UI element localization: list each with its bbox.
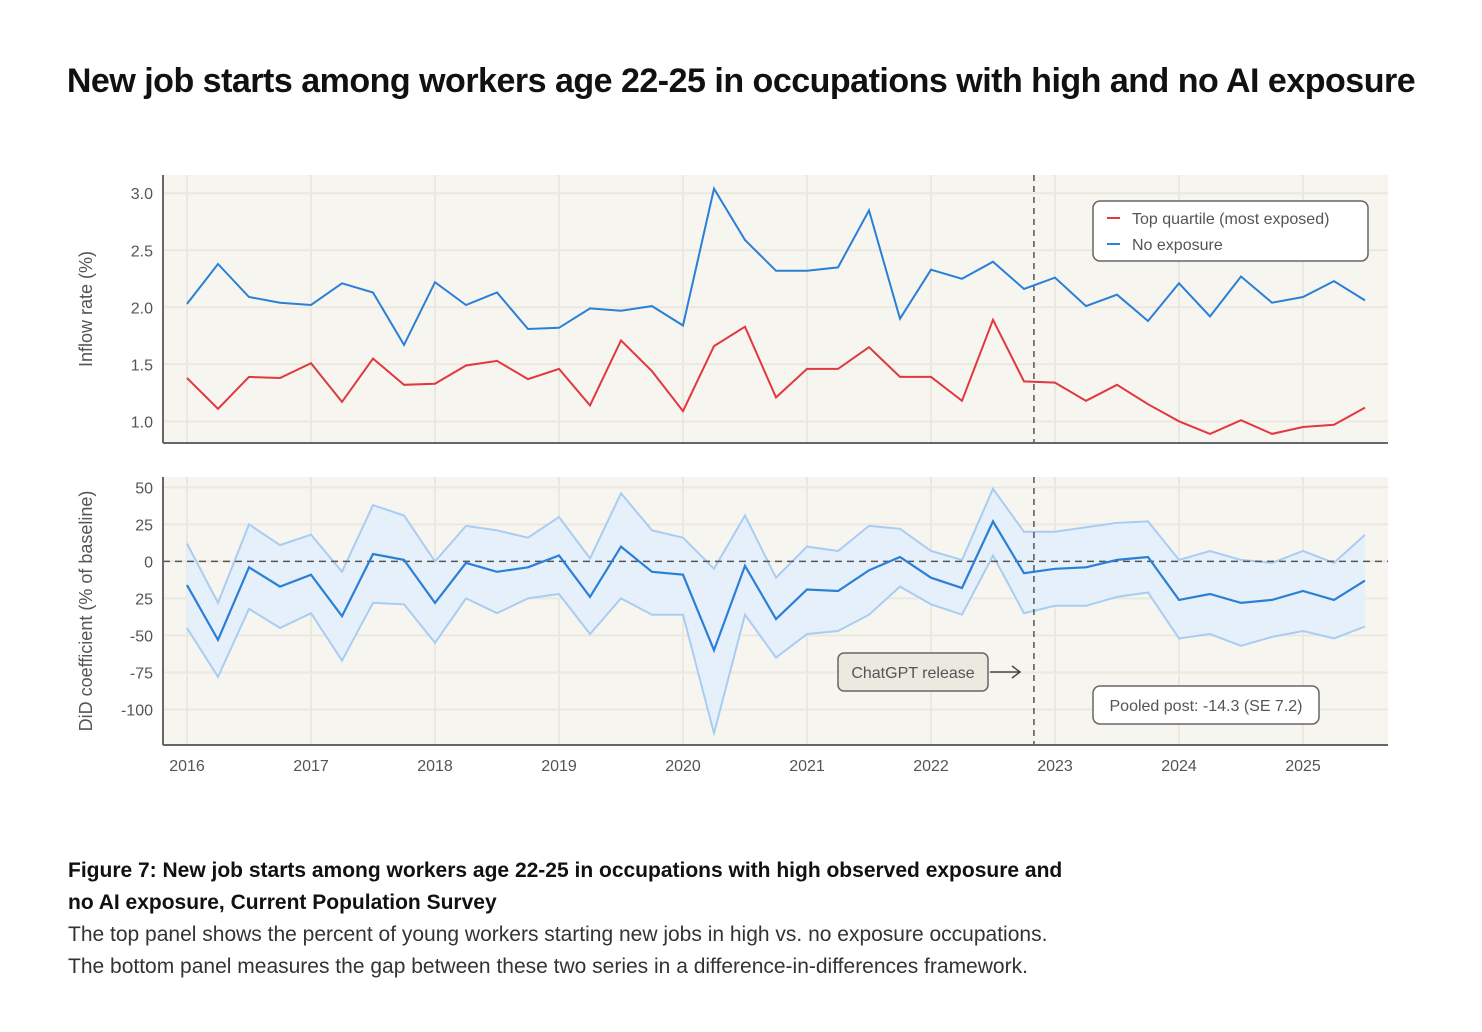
caption-body-2: The bottom panel measures the gap betwee… [68,955,1028,978]
y-tick-label: 25 [135,517,153,534]
chart-title: New job starts among workers age 22-25 i… [66,62,1416,100]
bottom-panel: 50 25 0 25 -50 -75 -100 DiD coefficient (% of b… [76,477,1388,775]
y-tick-label: 1.5 [131,357,153,374]
x-tick-label: 2016 [169,758,205,775]
legend-label: Top quartile (most exposed) [1132,211,1329,228]
y-tick-label: 1.0 [131,414,153,431]
pooled-annotation-label: Pooled post: -14.3 (SE 7.2) [1110,698,1303,715]
y-axis-label: DiD coefficient (% of baseline) [76,491,96,732]
legend-box [1092,200,1369,262]
y-tick-label: 25 [135,591,153,608]
y-tick-label: 2.5 [131,243,153,260]
caption-heading-1: Figure 7: New job starts among workers a… [68,859,1063,882]
caption-body-1: The top panel shows the percent of young… [68,923,1048,946]
y-tick-label: 0 [144,554,153,571]
legend: Top quartile (most exposed) No exposure [1092,200,1369,262]
arrow-icon [990,665,1022,679]
confidence-lower-line [186,553,1366,738]
y-tick-label: -100 [121,702,153,719]
y-tick-label: 50 [135,480,153,497]
y-tick-label: -50 [130,628,153,645]
y-tick-label: -75 [130,665,153,682]
x-tick-label: 2018 [417,758,453,775]
top-panel: 1.0 1.5 2.0 2.5 3.0 Inflow rate (%) Top quarti… [76,175,1388,444]
x-tick-label: 2023 [1037,758,1073,775]
caption-heading-2: no AI exposure, Current Population Surve… [68,891,497,914]
y-tick-label: 2.0 [131,300,153,317]
confidence-band [187,488,1365,734]
chatgpt-annotation-label: ChatGPT release [851,665,974,682]
chart-canvas: 1.0 1.5 2.0 2.5 3.0 Inflow rate (%) Top quarti… [76,175,1388,775]
confidence-upper-line [186,486,1366,606]
x-tick-label: 2021 [789,758,825,775]
pooled-annotation-box [1092,685,1320,725]
x-tick-label: 2022 [913,758,949,775]
legend-label: No exposure [1132,237,1223,254]
x-tick-label: 2019 [541,758,577,775]
x-tick-label: 2020 [665,758,701,775]
x-tick-label: 2017 [293,758,329,775]
y-tick-label: 3.0 [131,186,153,203]
chatgpt-annotation-box [837,652,989,692]
figure-caption: Figure 7: New job starts among workers a… [68,855,1168,983]
x-tick-label: 2024 [1161,758,1197,775]
y-axis-label: Inflow rate (%) [76,251,96,367]
x-tick-label: 2025 [1285,758,1321,775]
